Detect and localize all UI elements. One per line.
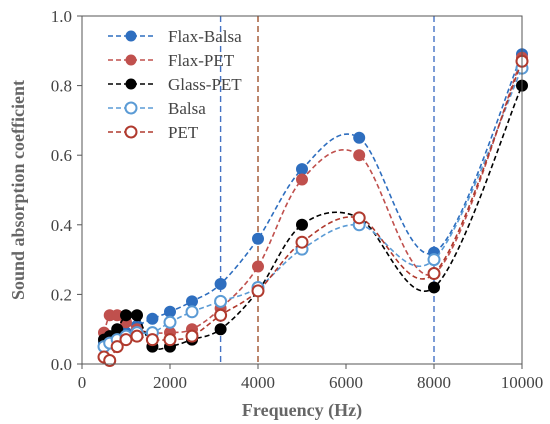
data-point: [252, 260, 264, 273]
data-point: [145, 333, 159, 347]
data-point: [163, 333, 177, 347]
legend-swatch-marker: [125, 54, 137, 66]
data-point: [186, 295, 198, 308]
legend-label: Glass-PET: [168, 75, 242, 94]
plot-frame: [81, 15, 523, 365]
series-balsa: [97, 61, 529, 354]
data-point: [185, 329, 199, 343]
x-tick-label: 4000: [241, 373, 275, 392]
data-point: [296, 163, 308, 176]
legend-label: PET: [168, 123, 199, 142]
data-point: [296, 218, 308, 231]
series-line: [103, 67, 523, 348]
y-tick-label: 0.6: [51, 146, 72, 165]
legend: Flax-Balsa Flax-PET Glass-PET Balsa PET: [108, 27, 242, 142]
data-point: [164, 305, 176, 318]
data-point: [427, 253, 441, 267]
data-point: [130, 329, 144, 343]
legend-label: Flax-Balsa: [168, 27, 242, 46]
series-pet: [97, 54, 529, 368]
y-tick-label: 0.2: [51, 285, 72, 304]
series-glass-pet: [98, 79, 528, 353]
data-point: [163, 315, 177, 329]
data-point: [103, 354, 117, 368]
y-tick-label: 0.8: [51, 77, 72, 96]
data-point: [214, 294, 228, 308]
reference-lines: [219, 16, 435, 364]
legend-label: Flax-PET: [168, 51, 235, 70]
legend-item-glass-pet: Glass-PET: [108, 75, 242, 94]
legend-item-pet: PET: [108, 123, 199, 142]
x-tick-label: 6000: [329, 373, 363, 392]
x-tick-label: 2000: [153, 373, 187, 392]
data-point: [119, 333, 133, 347]
x-tick-label: 0: [78, 373, 87, 392]
data-point: [353, 149, 366, 162]
series-flax-balsa: [98, 48, 528, 350]
data-point: [214, 277, 227, 290]
x-tick-label: 10000: [501, 373, 544, 392]
y-axis-title: Sound absorption coefficient: [8, 80, 28, 300]
series-layer: [97, 48, 529, 368]
y-tick-label: 0.0: [51, 355, 72, 374]
y-tick-label: 0.4: [51, 216, 73, 235]
series-line: [103, 53, 523, 344]
legend-swatch-marker: [124, 125, 138, 139]
x-axis-title: Frequency (Hz): [242, 400, 362, 421]
data-point: [295, 235, 309, 249]
data-point: [131, 309, 143, 322]
data-point: [252, 232, 264, 245]
legend-item-balsa: Balsa: [108, 99, 206, 118]
data-point: [214, 323, 227, 336]
x-tick-label: 8000: [417, 373, 451, 392]
series-line: [103, 57, 523, 334]
data-point: [146, 312, 159, 325]
legend-swatch-marker: [124, 101, 138, 115]
series-flax-pet: [98, 51, 528, 339]
data-point: [427, 267, 441, 281]
data-point: [296, 173, 308, 186]
legend-swatch-marker: [125, 30, 137, 42]
legend-label: Balsa: [168, 99, 206, 118]
data-point: [353, 131, 366, 144]
legend-item-flax-pet: Flax-PET: [108, 51, 235, 70]
data-point: [110, 340, 124, 354]
legend-item-flax-balsa: Flax-Balsa: [108, 27, 242, 46]
data-point: [120, 309, 132, 322]
y-tick-label: 1.0: [51, 7, 72, 26]
data-point: [251, 284, 265, 298]
legend-swatch-marker: [125, 78, 137, 90]
data-point: [428, 281, 440, 294]
axes: 0 2000 4000 6000 8000 10000 0.0 0.2 0.4 0.6 0.8 1.0: [51, 7, 544, 392]
data-point: [352, 211, 366, 225]
data-point: [185, 305, 199, 319]
data-point: [214, 308, 228, 322]
